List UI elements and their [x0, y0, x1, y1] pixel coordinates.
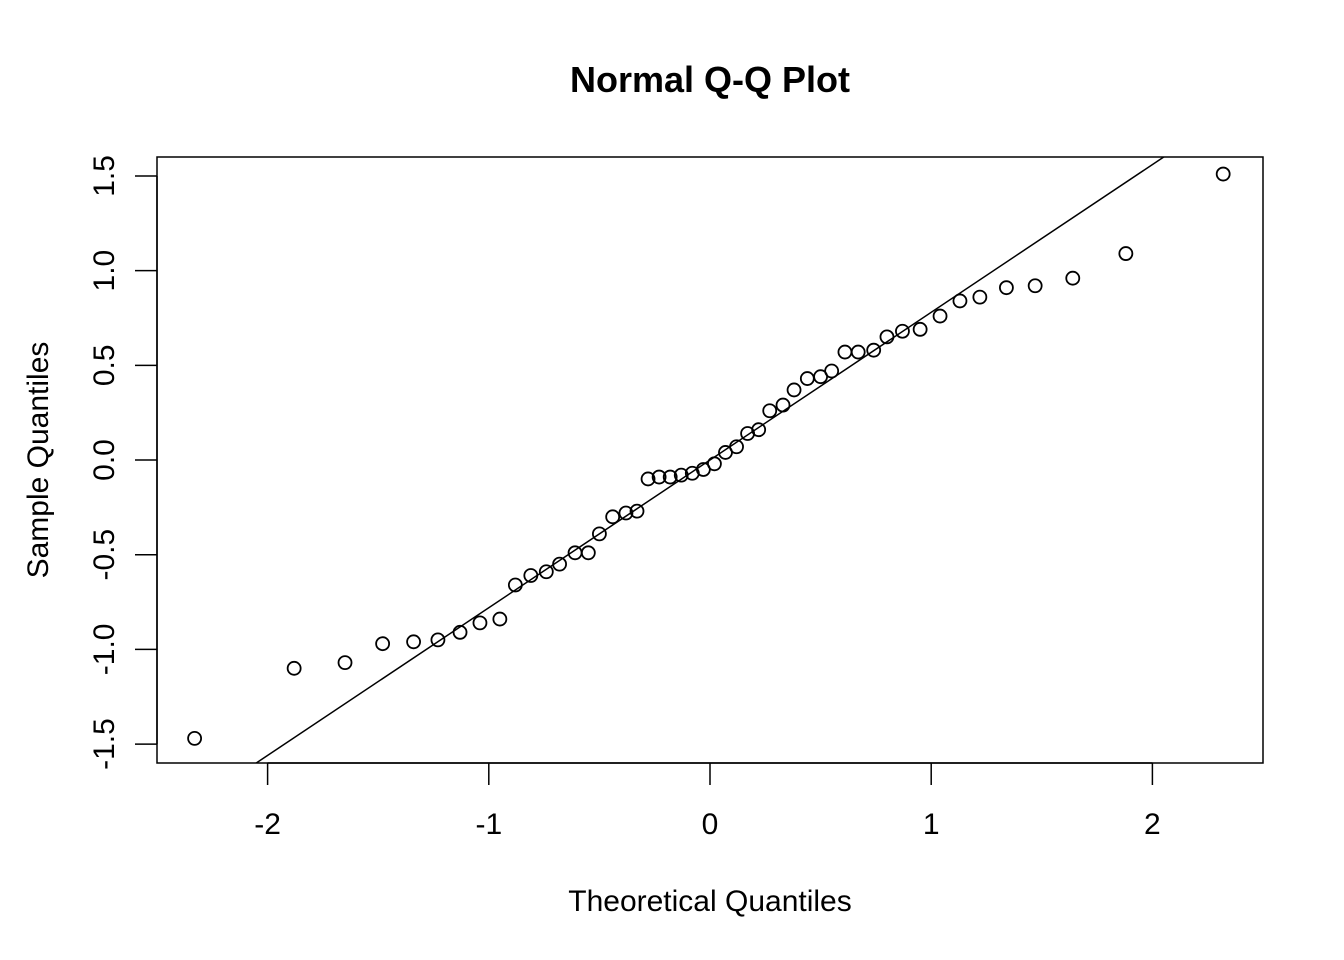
- y-tick-label: 0.0: [88, 439, 121, 481]
- x-tick-label: -2: [254, 808, 281, 841]
- data-point: [472, 615, 488, 631]
- data-point: [775, 397, 791, 413]
- data-point: [837, 344, 853, 360]
- data-point: [375, 636, 391, 652]
- data-point: [662, 469, 678, 485]
- data-point: [751, 422, 767, 438]
- data-point: [1118, 246, 1134, 261]
- data-point: [999, 280, 1014, 296]
- data-point: [629, 503, 645, 519]
- y-tick-label: 1.0: [88, 250, 121, 292]
- data-point: [406, 634, 421, 650]
- x-tick-label: 2: [1144, 808, 1161, 841]
- x-tick-label: -1: [475, 808, 502, 841]
- y-tick-label: -1.0: [88, 624, 121, 676]
- data-point: [824, 363, 840, 379]
- data-point: [605, 509, 621, 525]
- data-point: [972, 289, 988, 305]
- data-point: [552, 556, 567, 572]
- data-point: [850, 344, 866, 360]
- data-point: [580, 545, 596, 561]
- data-point: [786, 382, 802, 398]
- data-point: [430, 632, 446, 648]
- x-axis: -2 -1 0 1 2: [254, 762, 1161, 841]
- data-point: [866, 342, 882, 358]
- data-points: [187, 166, 1231, 746]
- y-tick-label: -1.5: [88, 718, 121, 770]
- y-axis: -1.5 -1.0 -0.5 0.0 0.5 1.0 1.5: [88, 155, 158, 770]
- y-tick-label: 1.5: [88, 155, 121, 197]
- data-point: [507, 577, 523, 593]
- data-point: [707, 456, 722, 472]
- y-tick-label: 0.5: [88, 344, 121, 386]
- x-tick-label: 1: [923, 808, 940, 841]
- data-point: [492, 611, 508, 627]
- y-axis-label: Sample Quantiles: [22, 342, 55, 579]
- data-point: [187, 730, 203, 746]
- data-point: [895, 323, 910, 339]
- data-point: [538, 564, 554, 580]
- data-point: [640, 471, 656, 487]
- data-point: [952, 293, 968, 309]
- data-point: [1065, 270, 1081, 286]
- chart-title: Normal Q-Q Plot: [570, 59, 850, 100]
- data-point: [799, 371, 815, 386]
- data-point: [651, 469, 667, 485]
- data-point: [337, 655, 353, 671]
- data-point: [286, 660, 302, 676]
- data-point: [762, 403, 778, 419]
- data-point: [618, 505, 634, 521]
- data-point: [452, 624, 468, 640]
- data-point: [673, 467, 689, 483]
- data-point: [879, 329, 895, 345]
- data-point: [523, 568, 539, 583]
- data-point: [592, 526, 607, 542]
- y-tick-label: -0.5: [88, 529, 121, 581]
- data-point: [912, 321, 928, 337]
- x-axis-label: Theoretical Quantiles: [568, 885, 851, 918]
- x-tick-label: 0: [702, 808, 719, 841]
- data-point: [1027, 278, 1043, 294]
- data-point: [1215, 166, 1231, 182]
- data-point: [729, 439, 744, 455]
- data-point: [932, 308, 948, 324]
